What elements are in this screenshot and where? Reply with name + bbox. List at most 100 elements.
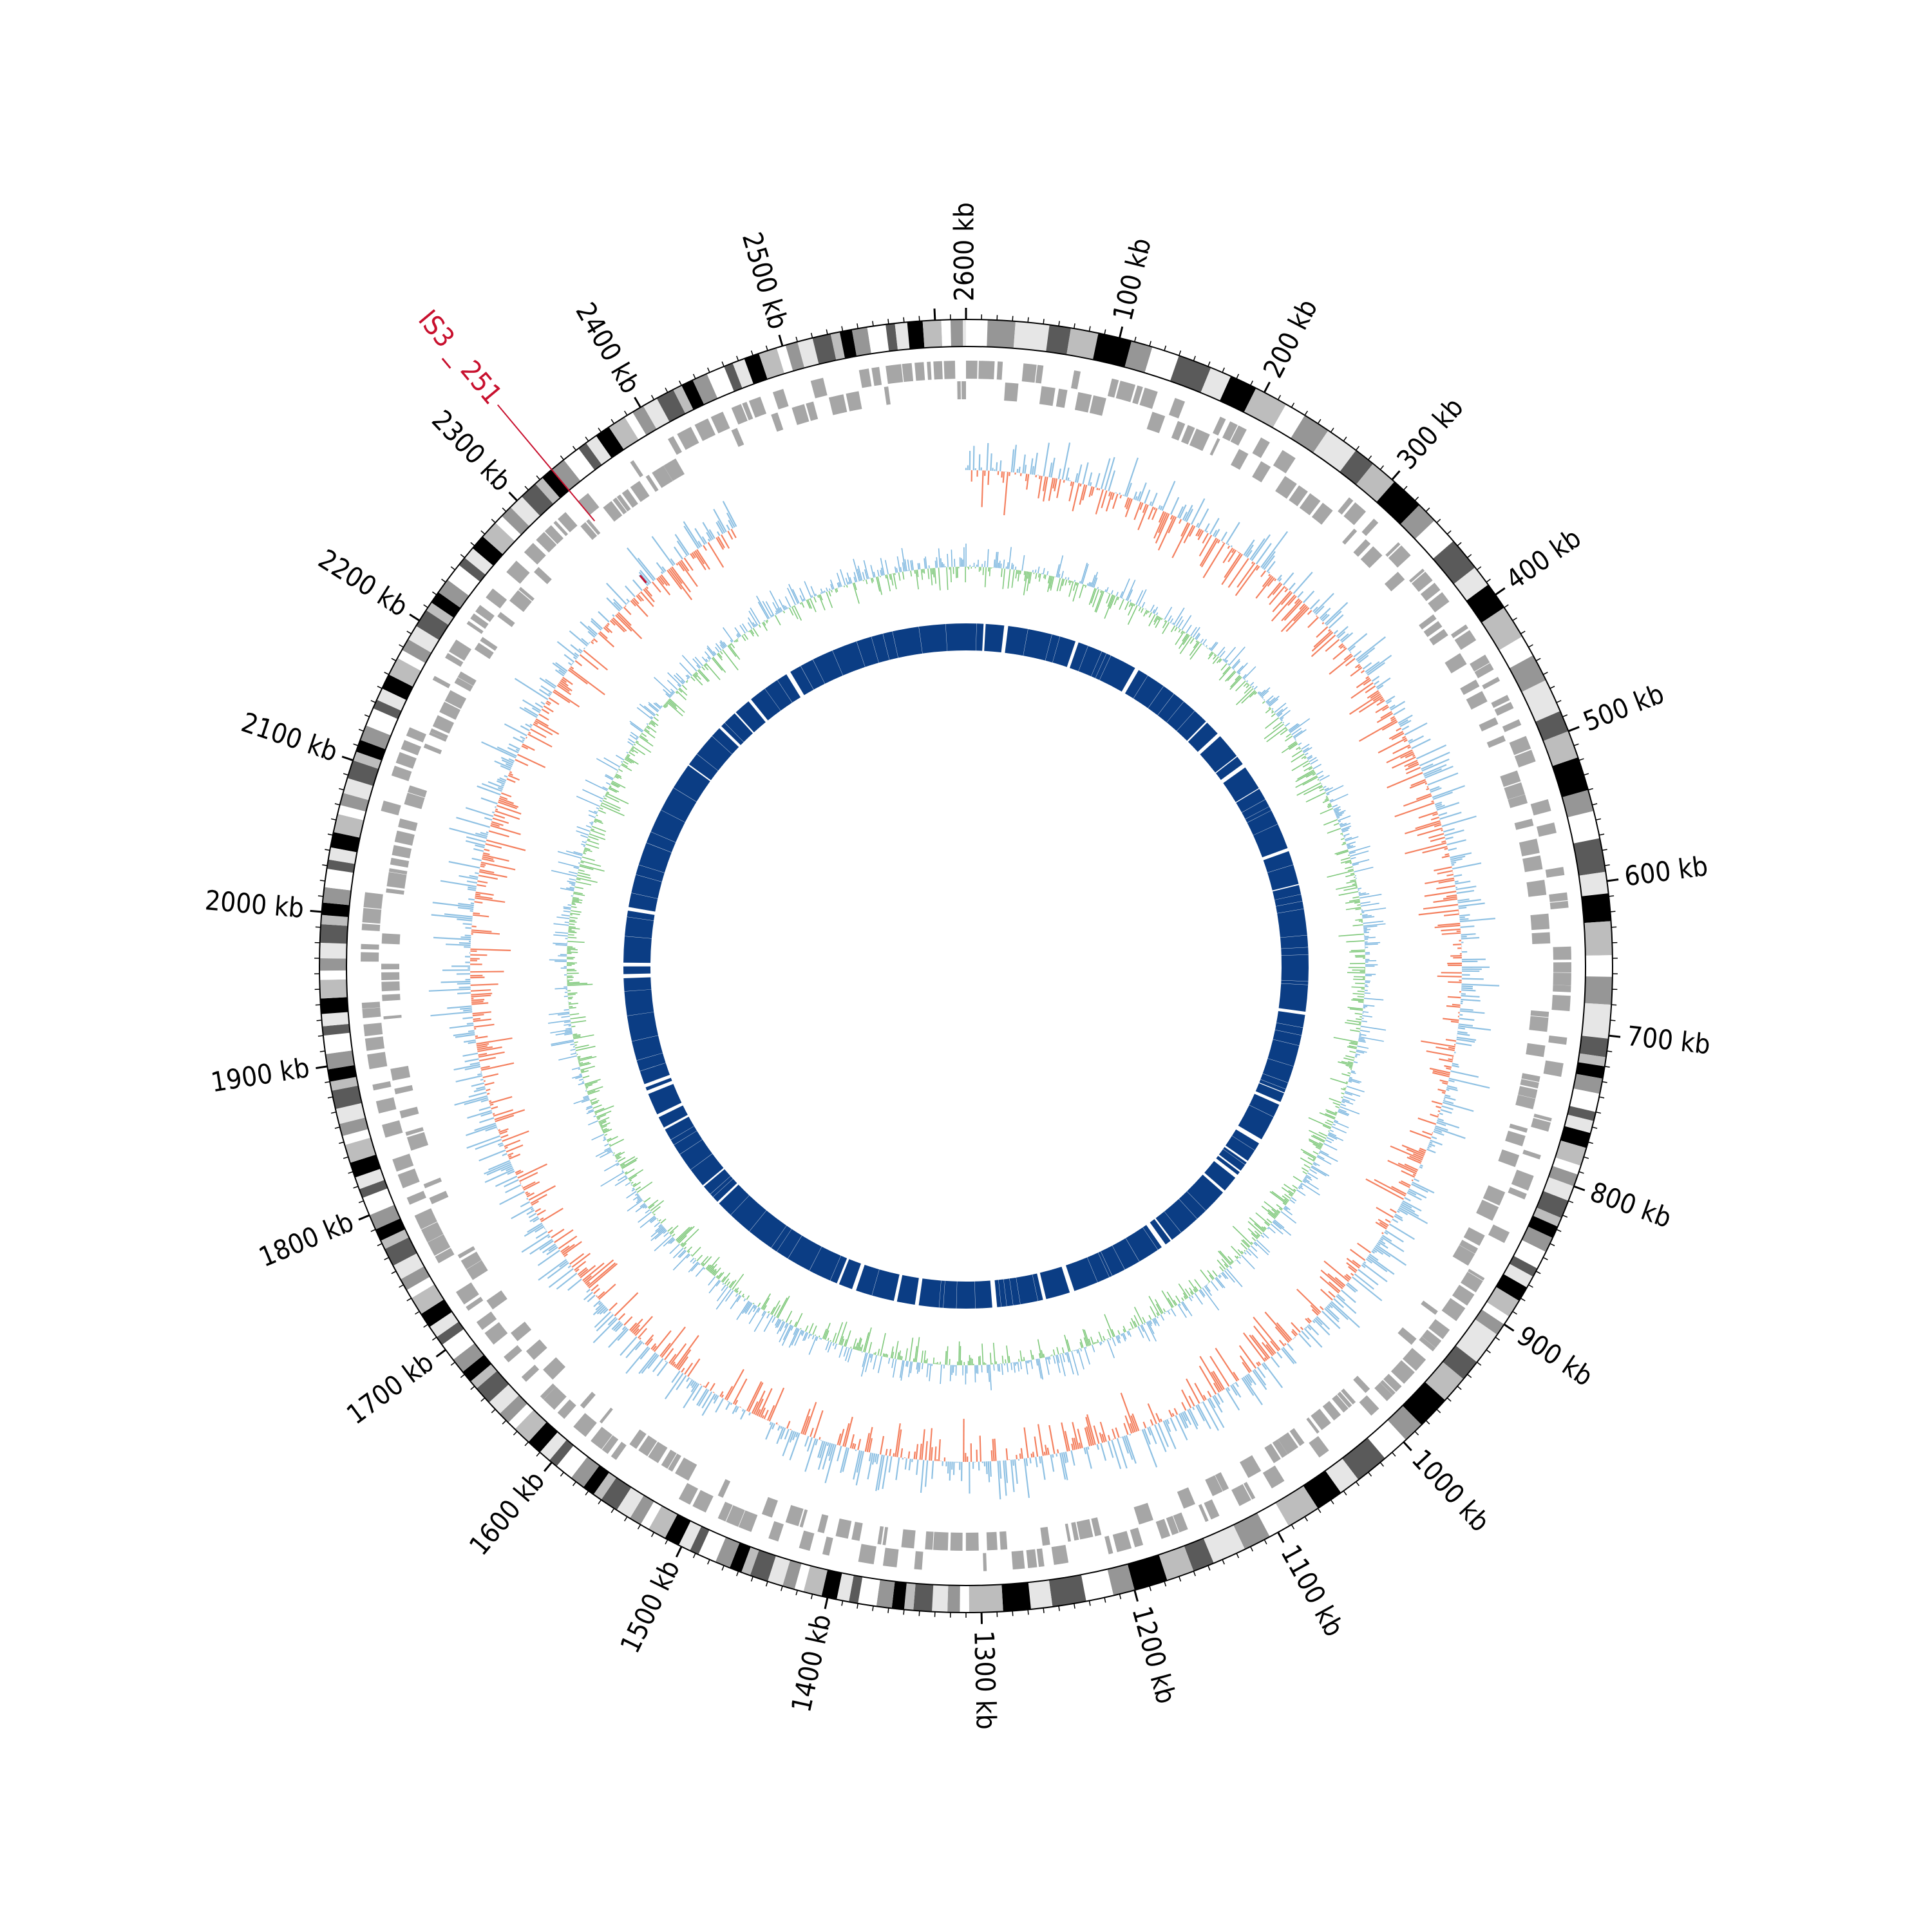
skew-bar bbox=[1386, 699, 1392, 705]
skew-bar bbox=[1375, 1221, 1387, 1230]
ideogram-band bbox=[1535, 711, 1569, 741]
gc-bar bbox=[707, 1256, 720, 1271]
minor-tick bbox=[841, 326, 844, 332]
gc-bar bbox=[1155, 1303, 1162, 1314]
skew-bar bbox=[1325, 1306, 1340, 1320]
ideogram-band bbox=[339, 1117, 368, 1137]
skew-bar bbox=[1256, 565, 1260, 571]
gene-block bbox=[1553, 962, 1572, 973]
gc-bar bbox=[1030, 1350, 1033, 1360]
skew-bar bbox=[715, 522, 724, 535]
gc-bar bbox=[1044, 574, 1046, 580]
gc-bar bbox=[665, 702, 668, 705]
gene-block bbox=[1262, 1465, 1285, 1489]
gc-bar bbox=[1143, 1323, 1146, 1325]
gene-block bbox=[1361, 518, 1379, 536]
gc-bar bbox=[1184, 1288, 1191, 1297]
gc-bar bbox=[1200, 1289, 1206, 1296]
skew-bar bbox=[499, 1130, 507, 1135]
gc-bar bbox=[1175, 1295, 1181, 1303]
skew-bar bbox=[1404, 759, 1418, 768]
gc-bar bbox=[631, 1188, 636, 1192]
skew-bar bbox=[546, 1246, 558, 1256]
skew-bar bbox=[569, 1253, 585, 1265]
skew-bar bbox=[838, 1428, 845, 1446]
gc-bar bbox=[614, 1151, 621, 1157]
gene-block bbox=[1091, 1517, 1102, 1537]
gc-bar bbox=[688, 1261, 699, 1273]
skew-bar bbox=[1400, 1204, 1416, 1213]
skew-bar bbox=[520, 725, 530, 732]
homology-block bbox=[1281, 947, 1309, 956]
gene-block bbox=[933, 361, 943, 380]
gc-bar bbox=[1312, 1158, 1316, 1161]
ideogram-band bbox=[1127, 1555, 1168, 1591]
skew-bar bbox=[1142, 1421, 1147, 1428]
skew-bar bbox=[569, 667, 605, 696]
homology-block bbox=[1223, 767, 1259, 802]
gc-bar bbox=[1291, 760, 1309, 772]
skew-bar bbox=[508, 1155, 512, 1158]
gc-bar bbox=[1119, 591, 1124, 598]
gc-bar bbox=[1336, 817, 1340, 819]
gc-bar bbox=[663, 1236, 674, 1247]
skew-bar bbox=[473, 848, 484, 852]
homology-block bbox=[771, 1226, 792, 1252]
minor-tick bbox=[1528, 1284, 1533, 1288]
gene-block bbox=[799, 1530, 815, 1551]
gc-bar bbox=[890, 573, 894, 586]
gc-bar bbox=[743, 1298, 746, 1302]
skew-bar bbox=[471, 994, 491, 998]
minor-tick bbox=[1457, 542, 1462, 547]
gc-bar bbox=[1334, 1119, 1339, 1122]
gene-block bbox=[1071, 1522, 1079, 1541]
gc-bar bbox=[677, 684, 681, 688]
skew-bar bbox=[470, 948, 511, 951]
skew-bar bbox=[505, 762, 513, 768]
ideogram-band bbox=[402, 639, 431, 663]
gc-bar bbox=[694, 1258, 696, 1260]
gc-bar bbox=[1262, 701, 1265, 704]
skew-bar bbox=[776, 1426, 784, 1444]
skew-bar bbox=[497, 778, 506, 783]
skew-bar bbox=[1460, 925, 1475, 928]
ideogram-band bbox=[339, 793, 370, 812]
homology-block bbox=[690, 1153, 724, 1186]
skew-bar bbox=[1393, 707, 1406, 716]
minor-tick bbox=[1368, 1472, 1372, 1477]
gc-bar bbox=[1304, 752, 1309, 755]
skew-bar bbox=[526, 1197, 529, 1200]
gc-bar bbox=[592, 1104, 602, 1109]
gc-bar bbox=[573, 891, 583, 895]
gc-bar bbox=[998, 562, 999, 569]
skew-bar bbox=[501, 759, 513, 766]
gene-block bbox=[372, 1081, 392, 1091]
skew-bar bbox=[604, 625, 613, 634]
gc-bar bbox=[715, 647, 720, 653]
skew-bar bbox=[703, 1385, 705, 1388]
skew-bar bbox=[1236, 551, 1238, 553]
gc-bar bbox=[591, 826, 607, 832]
gc-bar bbox=[1148, 612, 1152, 618]
minor-tick bbox=[513, 1431, 518, 1435]
gc-bar bbox=[1130, 1321, 1134, 1329]
ideogram-band bbox=[1576, 1062, 1605, 1079]
skew-bar bbox=[538, 1259, 567, 1281]
skew-bar bbox=[701, 1393, 716, 1416]
skew-bar bbox=[1194, 1383, 1206, 1401]
skew-bar bbox=[459, 986, 471, 989]
skew-bar bbox=[1441, 815, 1477, 828]
gc-bar bbox=[823, 1323, 831, 1340]
gc-bar bbox=[697, 670, 709, 683]
homology-block bbox=[1263, 851, 1294, 873]
gc-bar bbox=[775, 611, 779, 614]
gc-bar bbox=[1221, 1258, 1229, 1267]
gc-bar bbox=[604, 1147, 611, 1151]
gene-block bbox=[645, 475, 659, 492]
skew-bar bbox=[660, 571, 663, 574]
gene-block bbox=[1384, 571, 1405, 592]
gc-bar bbox=[578, 872, 591, 876]
skew-bar bbox=[447, 1005, 472, 1009]
skew-bar bbox=[517, 1163, 547, 1179]
skew-bar bbox=[506, 1167, 513, 1171]
